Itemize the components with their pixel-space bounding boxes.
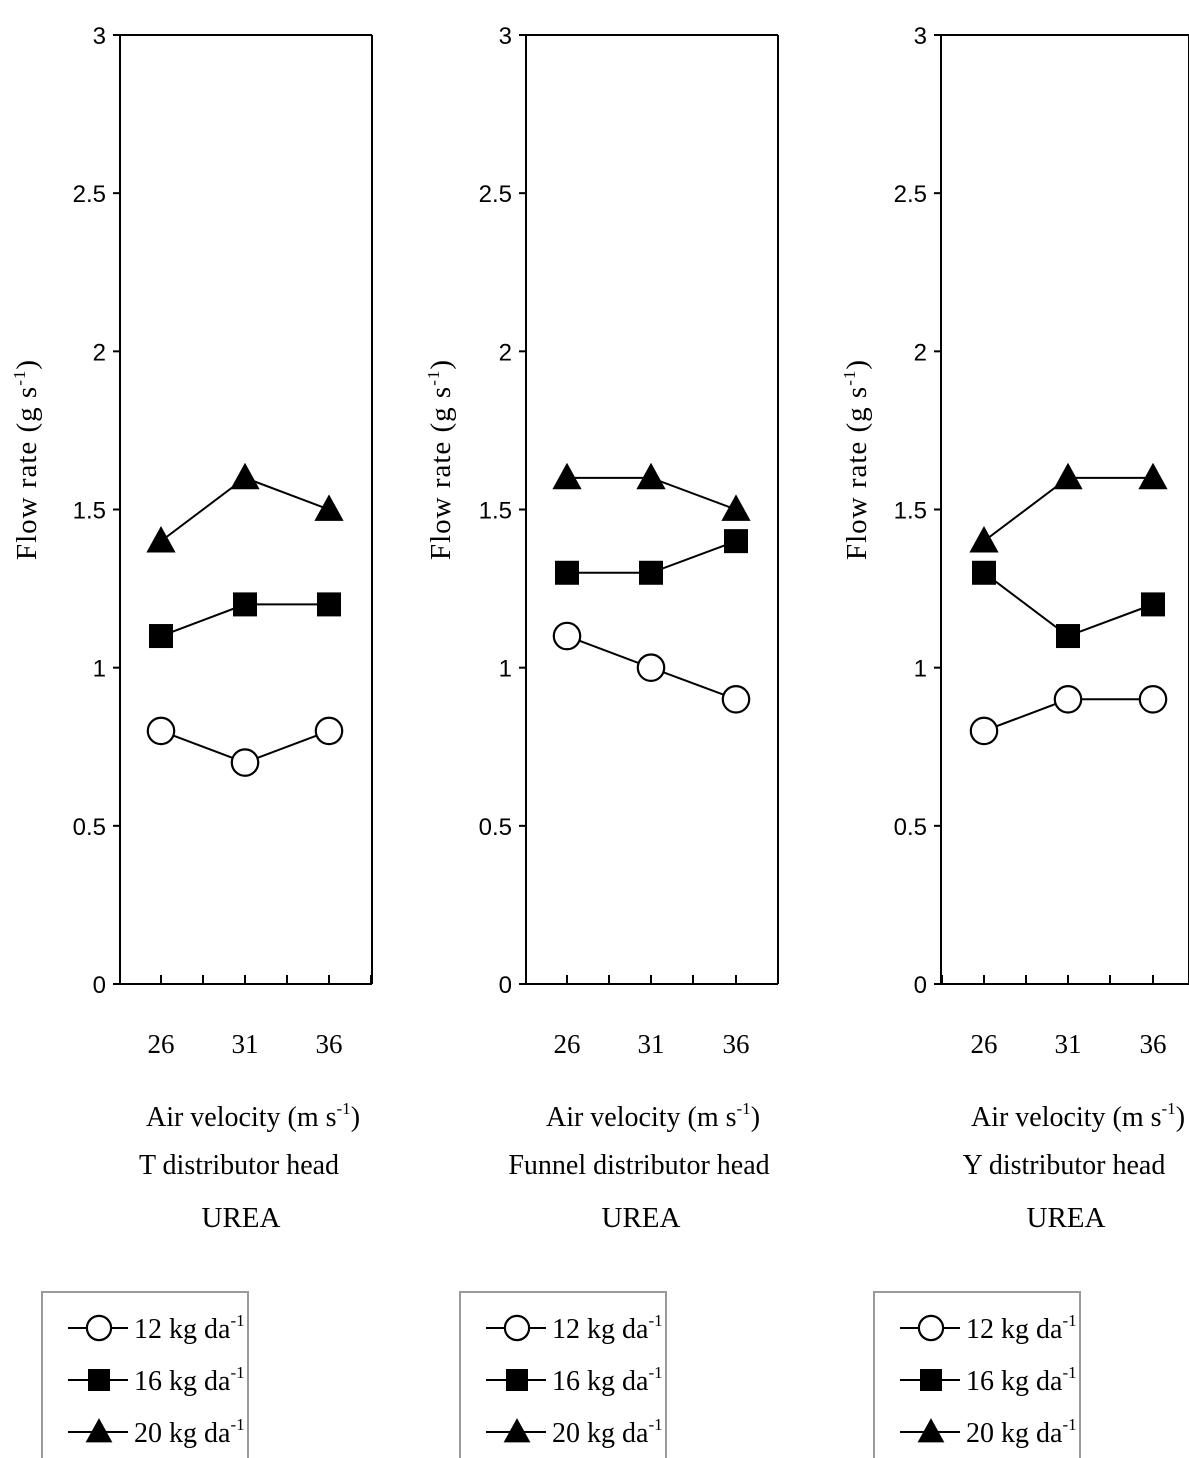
series-3-point-3 xyxy=(721,494,751,521)
y-tick-label: 2.5 xyxy=(73,181,106,208)
series-3-point-1 xyxy=(146,526,176,553)
y-tick-label: 0.5 xyxy=(894,814,927,841)
series-3-point-3 xyxy=(314,494,344,521)
y-tick-label: 1 xyxy=(914,656,927,683)
series-3-point-2 xyxy=(230,462,260,490)
y-tick-label: 2 xyxy=(93,339,106,366)
panel-subtitle: Funnel distributor head xyxy=(508,1150,769,1181)
y-tick-label: 1 xyxy=(499,656,512,683)
x-tick-label: 36 xyxy=(723,1029,750,1059)
y-tick-label: 1 xyxy=(93,656,106,683)
panel-subtitle: Y distributor head xyxy=(963,1150,1166,1181)
series-2-point-2 xyxy=(233,592,257,617)
x-axis-label: Air velocity (m s-1) xyxy=(546,1099,760,1133)
x-axis-label: Air velocity (m s-1) xyxy=(971,1099,1185,1133)
y-tick-label: 0 xyxy=(914,972,927,999)
series-2-point-3 xyxy=(724,529,748,554)
legend-label: 12 kg da-1 xyxy=(552,1311,663,1345)
legend-label: 12 kg da-1 xyxy=(134,1311,245,1345)
series-2-point-1 xyxy=(149,624,173,649)
chart-panel-2: 0 0.5 1 1.5 2 2.5 3 26 31 36 Flow rate (g s-1) Air … xyxy=(424,23,779,1458)
series-1-point-1 xyxy=(552,621,582,651)
y-tick-label: 2 xyxy=(499,339,512,366)
x-tick-label: 36 xyxy=(316,1029,343,1059)
legend-label: 16 kg da-1 xyxy=(134,1363,245,1397)
series-3-point-1 xyxy=(552,462,582,490)
y-tick-label: 1.5 xyxy=(894,498,927,525)
x-tick-label: 31 xyxy=(638,1029,665,1059)
legend-marker xyxy=(88,1369,110,1391)
legend-label: 16 kg da-1 xyxy=(966,1363,1077,1397)
y-axis-label: Flow rate (g s-1) xyxy=(424,359,457,560)
legend-marker xyxy=(85,1314,113,1342)
y-tick-label: 3 xyxy=(93,23,106,50)
legend: 12 kg da-1 16 kg da-1 20 kg da-1 xyxy=(873,1291,1081,1458)
series-1-point-1 xyxy=(146,716,176,746)
legend-marker xyxy=(503,1314,531,1342)
series-2-point-3 xyxy=(1141,592,1165,617)
series-1-point-3 xyxy=(721,684,751,714)
legend-marker xyxy=(920,1369,942,1391)
y-tick-label: 3 xyxy=(914,23,927,50)
series-2-point-1 xyxy=(555,560,579,585)
panel-subtitle: T distributor head xyxy=(139,1150,339,1181)
legend-box xyxy=(459,1291,667,1458)
legend: 12 kg da-1 16 kg da-1 20 kg da-1 xyxy=(459,1291,667,1458)
series-1-point-2 xyxy=(1053,684,1083,714)
x-axis-label: Air velocity (m s-1) xyxy=(146,1099,360,1133)
y-tick-label: 2 xyxy=(914,339,927,366)
series-1-point-1 xyxy=(969,716,999,746)
legend-box xyxy=(41,1291,249,1458)
x-tick-label: 26 xyxy=(148,1029,175,1059)
y-tick-label: 0.5 xyxy=(479,814,512,841)
legend-marker xyxy=(917,1418,945,1443)
series-3-point-2 xyxy=(1053,462,1083,490)
series-3-point-1 xyxy=(969,526,999,553)
y-tick-label: 0 xyxy=(93,972,106,999)
series-1-point-3 xyxy=(1138,684,1168,714)
x-tick-label: 36 xyxy=(1140,1029,1167,1059)
y-tick-label: 1.5 xyxy=(479,498,512,525)
chart-panel-1: 0 0.5 1 1.5 2 2.5 3 26 31 36 Flow rate (g s-1) Air … xyxy=(10,23,373,1458)
legend-label: 20 kg da-1 xyxy=(966,1415,1077,1449)
x-tick-label: 26 xyxy=(971,1029,998,1059)
series-3-point-2 xyxy=(636,462,666,490)
x-tick-label: 31 xyxy=(1055,1029,1082,1059)
series-2-point-2 xyxy=(639,560,663,585)
legend-marker xyxy=(506,1369,528,1391)
panel-material-label: UREA xyxy=(602,1202,681,1234)
series-2-point-1 xyxy=(972,560,996,585)
chart-panel-3: 0 0.5 1 1.5 2 2.5 3 26 31 36 Flow rate (g s-1) Air … xyxy=(840,23,1189,1458)
legend-label: 16 kg da-1 xyxy=(552,1363,663,1397)
y-tick-label: 2.5 xyxy=(894,181,927,208)
y-axis-label: Flow rate (g s-1) xyxy=(840,359,873,560)
legend-label: 12 kg da-1 xyxy=(966,1311,1077,1345)
series-1-point-2 xyxy=(636,653,666,682)
y-tick-label: 3 xyxy=(499,23,512,50)
y-tick-label: 0.5 xyxy=(73,814,106,841)
series-3-point-3 xyxy=(1138,462,1168,490)
legend: 12 kg da-1 16 kg da-1 20 kg da-1 xyxy=(41,1291,249,1458)
series-2-point-2 xyxy=(1056,624,1080,649)
panel-material-label: UREA xyxy=(202,1202,281,1234)
series-1-point-2 xyxy=(230,748,260,777)
legend-marker xyxy=(917,1314,945,1342)
legend-box xyxy=(873,1291,1081,1458)
y-tick-label: 1.5 xyxy=(73,498,106,525)
y-axis-label: Flow rate (g s-1) xyxy=(10,359,43,560)
y-tick-label: 0 xyxy=(499,972,512,999)
legend-marker xyxy=(503,1418,531,1443)
y-tick-label: 2.5 xyxy=(479,181,512,208)
x-tick-label: 31 xyxy=(232,1029,259,1059)
panel-material-label: UREA xyxy=(1027,1202,1106,1234)
legend-label: 20 kg da-1 xyxy=(552,1415,663,1449)
legend-label: 20 kg da-1 xyxy=(134,1415,245,1449)
series-1-point-3 xyxy=(314,716,344,746)
legend-marker xyxy=(85,1418,113,1443)
series-2-point-3 xyxy=(317,592,341,617)
x-tick-label: 26 xyxy=(554,1029,581,1059)
